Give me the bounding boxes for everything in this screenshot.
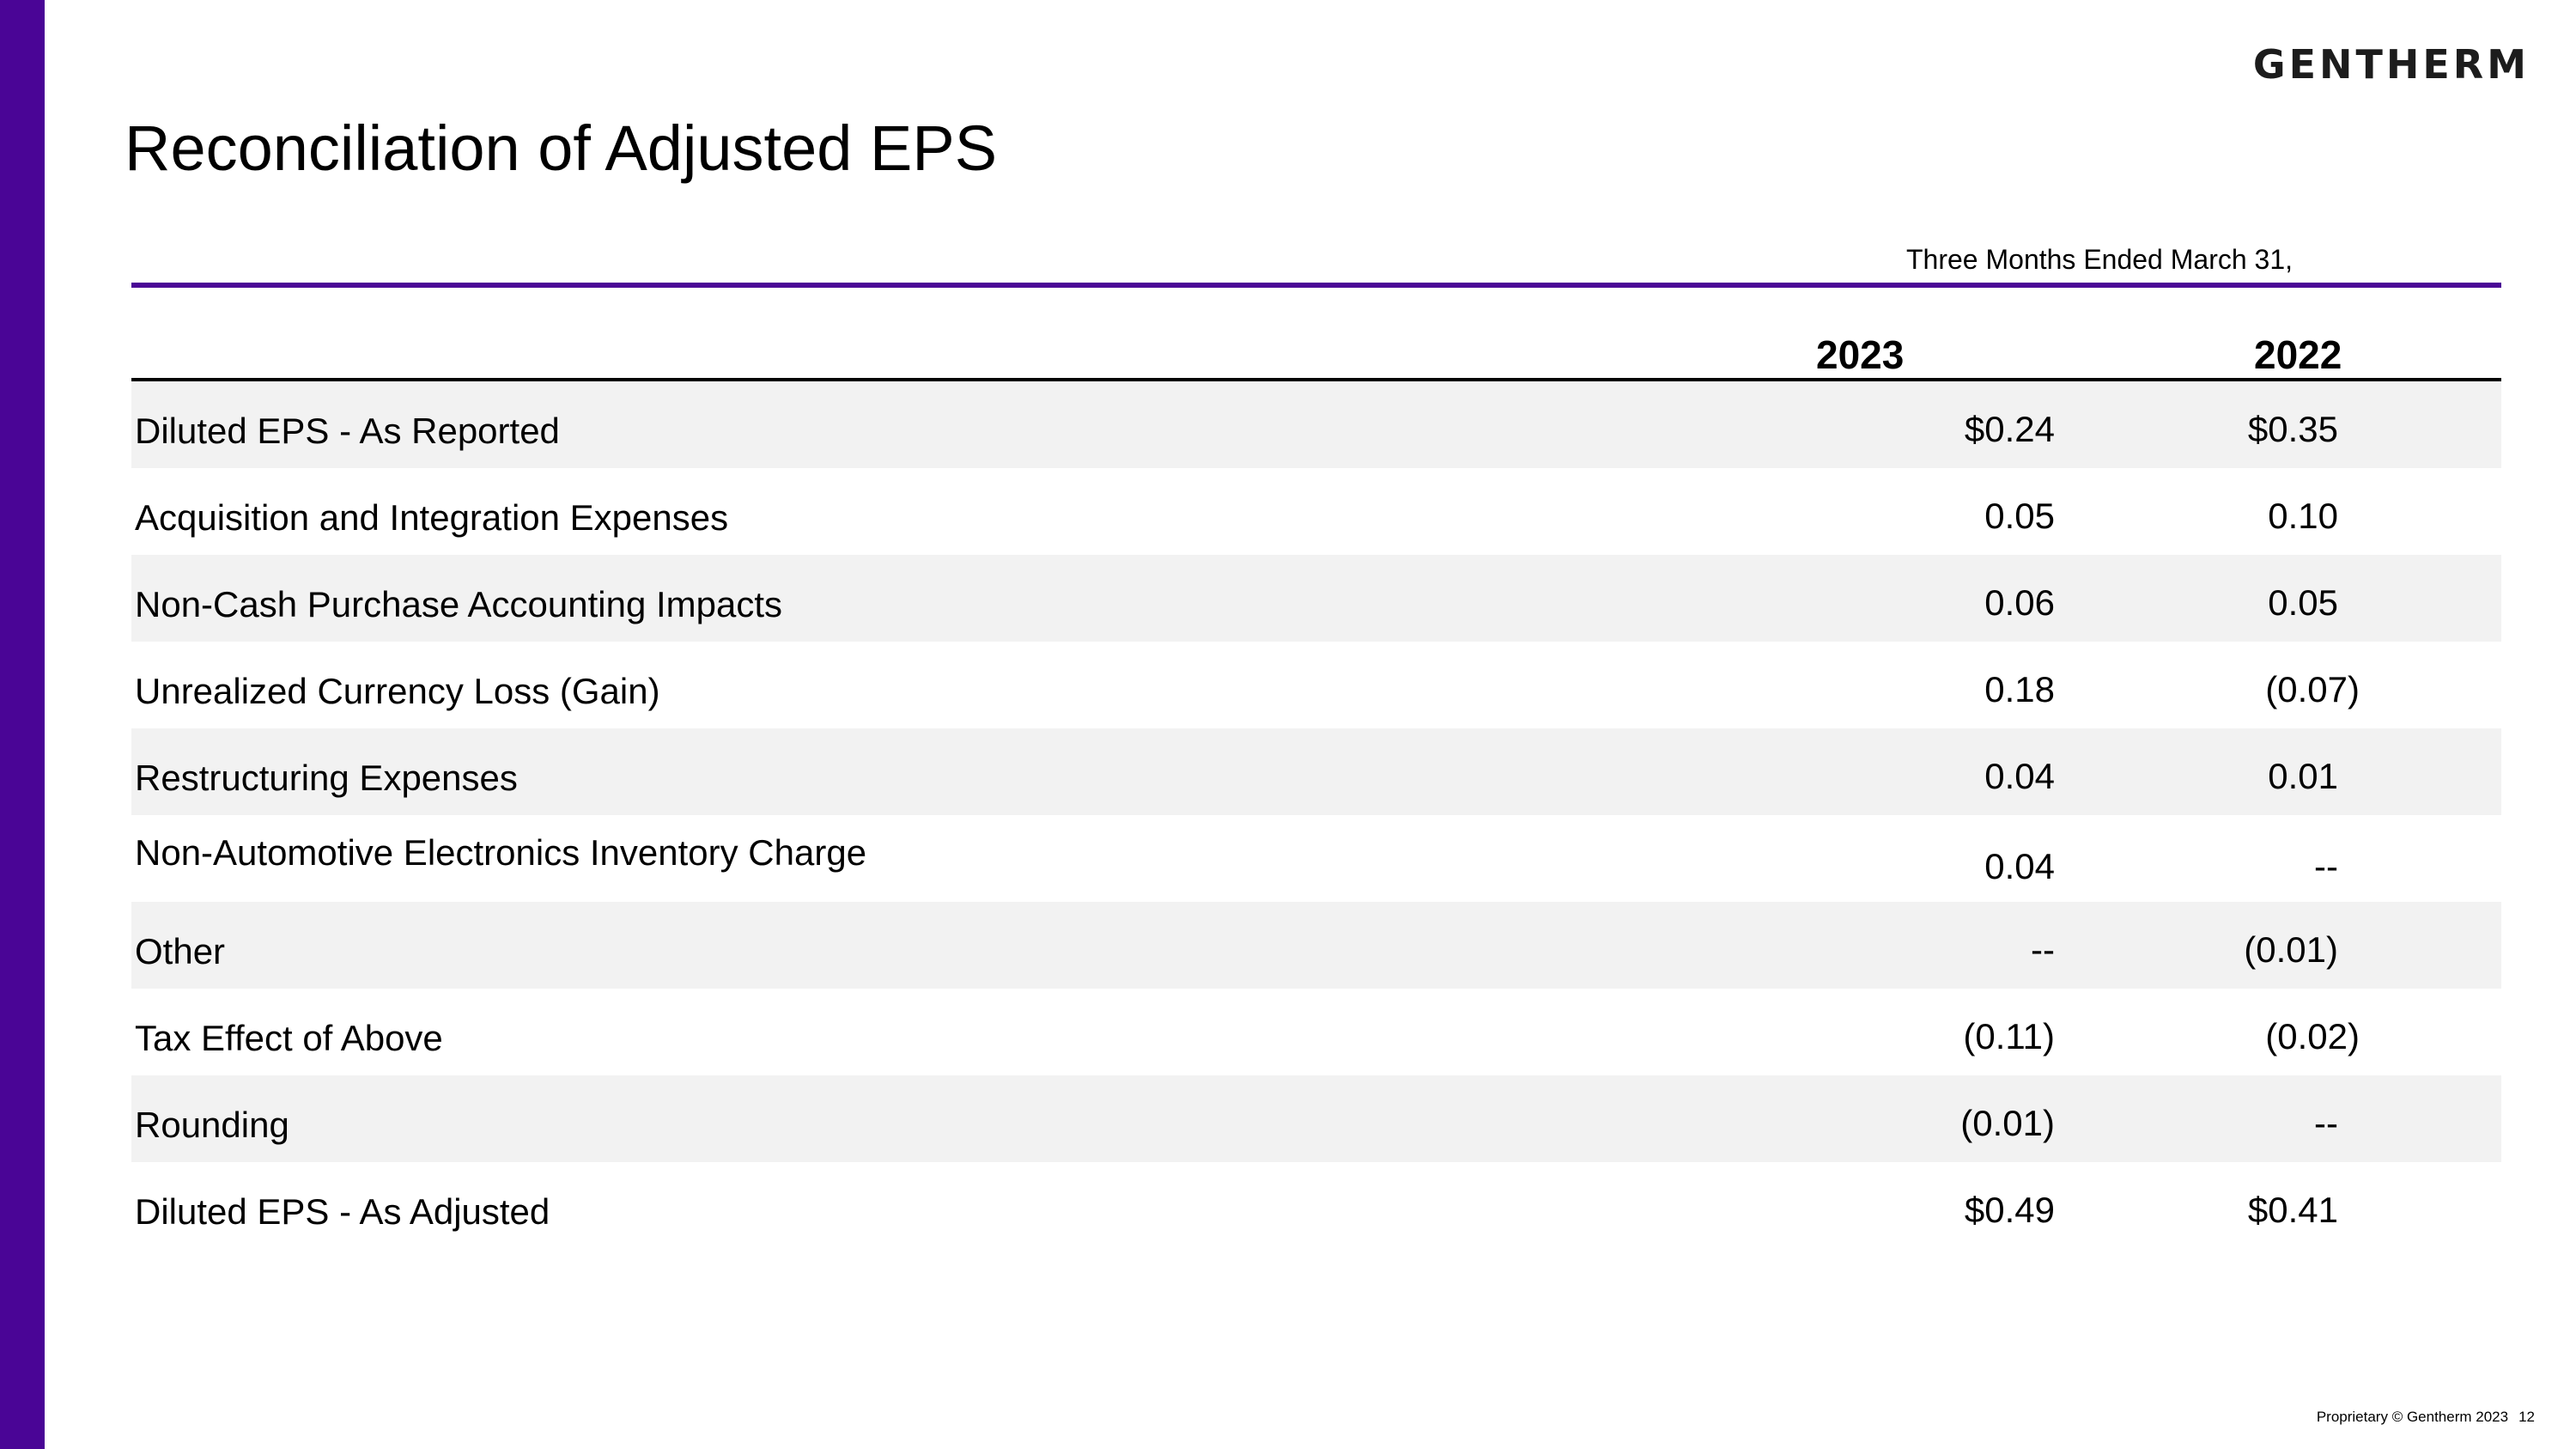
- table-row: Non-Cash Purchase Accounting Impacts 0.0…: [131, 555, 2501, 642]
- table-row: Unrealized Currency Loss (Gain) 0.18 (0.…: [131, 642, 2501, 728]
- value-2022: (0.07): [2265, 669, 2360, 709]
- table-row: Other -- (0.01): [131, 902, 2501, 989]
- table-row: Diluted EPS - As Adjusted $0.49 $0.41: [131, 1162, 2501, 1249]
- row-label: Unrealized Currency Loss (Gain): [135, 671, 660, 711]
- row-label: Diluted EPS - As Adjusted: [135, 1191, 550, 1232]
- value-2022: 0.10: [2268, 496, 2338, 536]
- period-label: Three Months Ended March 31,: [1906, 244, 2293, 275]
- value-2023: 0.06: [1984, 582, 2055, 623]
- table-row: Rounding (0.01) --: [131, 1075, 2501, 1162]
- eps-reconciliation-table: Diluted EPS - As Reported $0.24 $0.35 Ac…: [131, 381, 2501, 1249]
- page-number: 12: [2518, 1409, 2535, 1425]
- row-label: Non-Cash Purchase Accounting Impacts: [135, 584, 783, 624]
- value-2023: (0.01): [1960, 1103, 2055, 1143]
- table-row: Diluted EPS - As Reported $0.24 $0.35: [131, 381, 2501, 468]
- row-label: Diluted EPS - As Reported: [135, 411, 560, 451]
- table-row: Tax Effect of Above (0.11) (0.02): [131, 989, 2501, 1075]
- copyright-text: Proprietary © Gentherm 2023: [2316, 1409, 2509, 1425]
- page-title: Reconciliation of Adjusted EPS: [125, 113, 998, 184]
- value-2022: --: [2314, 846, 2338, 886]
- value-2023: 0.04: [1984, 756, 2055, 796]
- footer: Proprietary © Gentherm 2023 12: [2317, 1409, 2535, 1426]
- row-label: Non-Automotive Electronics Inventory Cha…: [135, 832, 867, 873]
- column-header-rule: [131, 378, 2501, 381]
- value-2023: 0.04: [1984, 846, 2055, 886]
- accent-side-bar: [0, 0, 45, 1449]
- table-row: Restructuring Expenses 0.04 0.01: [131, 728, 2501, 815]
- row-label: Other: [135, 931, 226, 971]
- value-2023: $0.24: [1964, 409, 2055, 449]
- table-row: Acquisition and Integration Expenses 0.0…: [131, 468, 2501, 555]
- value-2023: 0.05: [1984, 496, 2055, 536]
- value-2022: 0.05: [2268, 582, 2338, 623]
- value-2022: (0.01): [2244, 929, 2338, 970]
- table-row: Non-Automotive Electronics Inventory Cha…: [131, 815, 2501, 902]
- column-header-2022: 2022: [2254, 332, 2342, 377]
- value-2023: (0.11): [1963, 1016, 2055, 1056]
- gentherm-logo: GENTHERM: [2252, 41, 2530, 88]
- value-2022: 0.01: [2268, 756, 2338, 796]
- value-2023: $0.49: [1964, 1190, 2055, 1230]
- row-label: Acquisition and Integration Expenses: [135, 497, 729, 538]
- value-2023: --: [2031, 929, 2055, 970]
- row-label: Tax Effect of Above: [135, 1018, 443, 1058]
- row-label: Restructuring Expenses: [135, 758, 518, 798]
- value-2023: 0.18: [1984, 669, 2055, 709]
- column-header-2023: 2023: [1816, 332, 1905, 377]
- value-2022: $0.35: [2247, 409, 2338, 449]
- header-rule: [131, 283, 2501, 288]
- value-2022: (0.02): [2265, 1016, 2360, 1056]
- value-2022: $0.41: [2247, 1190, 2338, 1230]
- row-label: Rounding: [135, 1105, 289, 1145]
- value-2022: --: [2314, 1103, 2338, 1143]
